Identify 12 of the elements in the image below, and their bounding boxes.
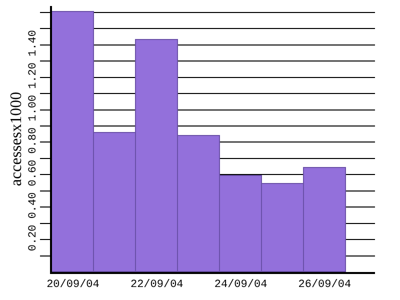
y-tick-label: 0.80 bbox=[28, 127, 40, 154]
x-tick-label: 26/09/04 bbox=[298, 279, 352, 292]
x-tick-label: 20/09/04 bbox=[46, 279, 100, 292]
x-tick-label: 24/09/04 bbox=[214, 279, 268, 292]
y-tick-label: 0.20 bbox=[28, 224, 40, 252]
x-tick-label: 22/09/04 bbox=[130, 279, 184, 292]
y-tick-label: 0.60 bbox=[28, 160, 40, 186]
y-tick-label: 1.20 bbox=[28, 62, 40, 89]
y-axis-title: accessesx1000 bbox=[8, 92, 25, 186]
y-tick-label: 1.40 bbox=[28, 30, 40, 56]
y-tick-label: 0.40 bbox=[28, 192, 40, 219]
y-tick-label: 1.00 bbox=[28, 94, 40, 122]
